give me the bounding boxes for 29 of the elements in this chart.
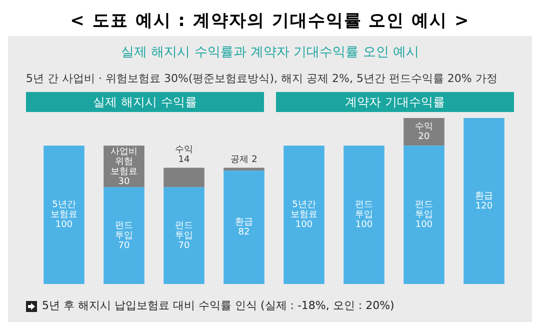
chart-subtitle: 실제 해지시 수익률과 계약자 기대수익률 오인 예시 <box>120 44 420 62</box>
bar <box>104 187 144 284</box>
bar <box>464 118 504 284</box>
text: 5년 후 해지시 납입보험료 대비 수익률 인식 (실제 : -18%, 오인 : 20%) <box>42 298 394 314</box>
data-label: 펀드 투입 100 <box>355 200 373 230</box>
data-label: 수익 14 <box>175 145 193 166</box>
bar <box>44 146 84 284</box>
text: 실제 해지시 수익률 <box>26 92 264 112</box>
data-label: 사업비 위험 보험료 30 <box>110 146 138 187</box>
bar <box>224 170 264 284</box>
bar <box>284 146 324 284</box>
data-label: 공제 2 <box>230 155 258 166</box>
data-label: 5년간 보험료 100 <box>50 200 78 230</box>
data-label: 환급 120 <box>475 191 493 212</box>
text: 5년 간 사업비 · 위험보험료 30%(평준보험료방식), 해지 공제 2%, 5년간 펀드수익률 20% 가정 <box>26 71 498 87</box>
bar <box>404 146 444 284</box>
text: 계약자 기대수익률 <box>276 92 514 112</box>
chart-title: < 도표 예시 : 계약자의 기대수익률 오인 예시 > <box>69 10 471 33</box>
data-label: 펀드 투입 100 <box>415 200 433 230</box>
data-label: 수익 20 <box>415 122 433 142</box>
data-label: 5년간 보험료 100 <box>290 200 318 230</box>
data-label: 펀드 투입 70 <box>175 220 193 251</box>
bar <box>164 187 204 284</box>
bar <box>224 168 264 171</box>
bar <box>344 146 384 284</box>
data-label: 펀드 투입 70 <box>115 220 133 251</box>
bar <box>404 118 444 146</box>
bar <box>164 168 204 188</box>
data-label: 환급 82 <box>235 218 253 238</box>
